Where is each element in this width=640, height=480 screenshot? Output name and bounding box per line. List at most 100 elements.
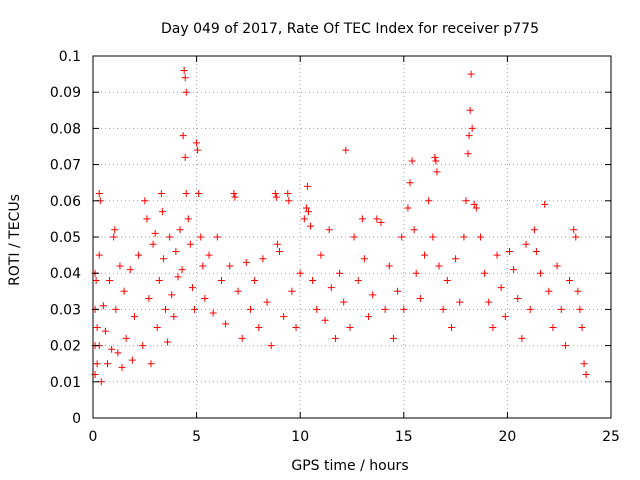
data-point — [141, 197, 149, 205]
data-point — [541, 200, 549, 208]
data-point — [122, 334, 130, 342]
y-tick-label: 0.06 — [50, 194, 81, 210]
data-point — [213, 233, 221, 241]
data-point — [143, 215, 151, 223]
data-point — [549, 324, 557, 331]
data-point — [226, 262, 234, 270]
data-point — [162, 305, 170, 313]
data-point — [284, 190, 292, 198]
data-point — [468, 124, 476, 132]
data-point — [174, 273, 182, 281]
data-point — [217, 276, 225, 284]
data-point — [195, 190, 203, 198]
chart-title: Day 049 of 2017, Rate Of TEC Index for r… — [161, 21, 539, 37]
data-point — [331, 334, 339, 342]
data-point — [381, 305, 389, 313]
data-point — [104, 360, 112, 368]
y-tick-label: 0.05 — [50, 230, 81, 246]
data-point — [106, 276, 114, 284]
data-point — [114, 349, 122, 357]
data-point — [267, 342, 275, 350]
data-point — [309, 276, 317, 284]
data-point — [406, 179, 414, 187]
data-point — [404, 204, 412, 212]
data-point — [99, 302, 107, 310]
data-point — [231, 193, 239, 201]
data-point — [179, 132, 187, 140]
data-point — [201, 295, 209, 303]
data-point — [346, 324, 354, 331]
data-point — [452, 255, 460, 263]
x-tick-label: 20 — [498, 429, 516, 445]
x-tick-label: 25 — [602, 429, 620, 445]
data-point — [130, 313, 138, 321]
data-point — [467, 70, 475, 78]
data-point — [460, 233, 468, 241]
x-tick-label: 10 — [291, 429, 309, 445]
data-point — [95, 190, 103, 198]
data-point — [285, 197, 293, 205]
data-point — [327, 284, 335, 292]
data-point — [205, 251, 213, 259]
data-point — [472, 204, 480, 212]
data-point — [120, 287, 128, 295]
data-point — [110, 233, 118, 241]
y-tick-label: 0.07 — [50, 158, 81, 174]
y-tick-label: 0 — [72, 411, 81, 427]
data-point — [166, 233, 174, 241]
data-point — [170, 313, 178, 321]
data-point — [184, 215, 192, 223]
x-tick-label: 0 — [89, 429, 98, 445]
data-point — [456, 298, 464, 306]
data-point — [145, 295, 153, 303]
data-point — [447, 324, 455, 331]
data-point — [234, 287, 242, 295]
data-point — [377, 219, 385, 227]
data-point — [435, 262, 443, 270]
data-point — [476, 233, 484, 241]
data-point — [350, 233, 358, 241]
data-point — [465, 132, 473, 140]
data-point — [296, 269, 304, 277]
data-point — [497, 284, 505, 292]
axis-ticks: 0 5 10 15 20 25 0 0.01 0.02 0.03 0.04 0.05 0.06 0.07 0… — [50, 49, 620, 445]
data-point — [157, 190, 165, 198]
data-point — [147, 360, 155, 368]
data-point — [304, 208, 312, 216]
y-tick-label: 0.01 — [50, 375, 81, 391]
data-point — [574, 287, 582, 295]
data-point — [272, 193, 280, 201]
data-point — [425, 197, 433, 205]
data-point — [230, 190, 238, 198]
data-point — [557, 305, 565, 313]
data-point — [251, 276, 259, 284]
data-point — [93, 324, 101, 331]
data-point — [385, 262, 393, 270]
data-point — [342, 146, 350, 154]
data-point — [566, 276, 574, 284]
data-point — [186, 240, 194, 248]
data-point — [532, 247, 540, 255]
data-point — [292, 324, 300, 331]
data-point — [416, 295, 424, 303]
data-point — [172, 247, 180, 255]
data-point — [303, 182, 311, 190]
data-point — [429, 233, 437, 241]
data-point — [389, 334, 397, 342]
data-point — [431, 153, 439, 161]
data-point — [530, 226, 538, 234]
data-point — [151, 229, 159, 237]
data-point — [108, 345, 116, 353]
data-point — [561, 342, 569, 350]
data-point — [199, 262, 207, 270]
data-point — [485, 298, 493, 306]
data-point — [514, 295, 522, 303]
data-point — [365, 313, 373, 321]
y-tick-label: 0.02 — [50, 339, 81, 355]
data-point — [325, 226, 333, 234]
data-point — [466, 106, 474, 114]
x-axis-label: GPS time / hours — [291, 458, 408, 474]
data-point — [159, 255, 167, 263]
